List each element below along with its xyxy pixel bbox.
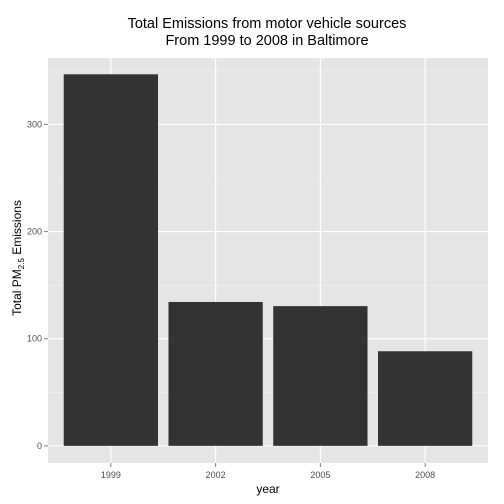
x-tick-label: 2008 [415,470,435,480]
x-axis-title: year [256,482,279,496]
bar-1999 [63,74,158,446]
chart-title-line-2: From 1999 to 2008 in Baltimore [165,33,368,49]
bar-2008 [378,351,473,446]
y-axis-title: Total PM2.5 Emissions [10,200,26,316]
x-tick-label: 1999 [101,470,121,480]
x-axis: 1999 2002 2005 2008 [101,463,435,480]
x-tick-label: 2002 [206,470,226,480]
y-axis-title-main: Total PM [10,269,24,316]
bars-group [63,74,473,446]
chart-title-line-1: Total Emissions from motor vehicle sourc… [128,16,407,32]
x-tick-label: 2005 [310,470,330,480]
y-axis: 0 100 200 300 [27,119,48,451]
y-axis-title-suffix: Emissions [10,200,24,258]
y-tick-label: 200 [27,227,42,237]
y-axis-title-subscript: 2.5 [17,258,26,270]
bar-2005 [273,306,368,446]
bar-2002 [168,301,263,446]
y-tick-label: 0 [37,441,42,451]
y-tick-label: 300 [27,119,42,129]
y-tick-label: 100 [27,334,42,344]
